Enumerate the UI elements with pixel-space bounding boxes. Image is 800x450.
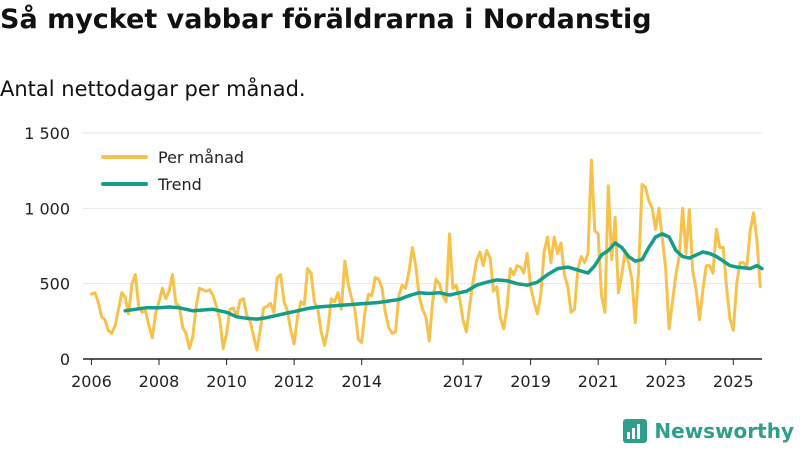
y-tick-label: 500 xyxy=(39,275,70,294)
brand-logo: Newsworthy xyxy=(622,418,794,444)
legend: Per månad Trend xyxy=(101,148,244,194)
series-line-trend xyxy=(123,232,764,321)
brand-name: Newsworthy xyxy=(654,419,794,443)
chart-title: Så mycket vabbar föräldrarna i Nordansti… xyxy=(0,4,652,35)
x-tick-label: 2010 xyxy=(206,372,247,391)
series-line-per-manad xyxy=(89,158,762,352)
y-tick-label: 1 500 xyxy=(24,124,70,143)
axes: 0 500 1 000 1 500 2006 2008 2010 2012 2014 2017 20… xyxy=(24,124,762,391)
x-tick-label: 2021 xyxy=(578,372,619,391)
x-tick-label: 2019 xyxy=(510,372,551,391)
x-tick-label: 2017 xyxy=(443,372,484,391)
chart-subtitle: Antal nettodagar per månad. xyxy=(0,77,306,101)
y-tick-label: 0 xyxy=(60,350,70,369)
newsworthy-logo-icon xyxy=(623,419,648,443)
x-tick-label: 2025 xyxy=(713,372,754,391)
x-tick-label: 2006 xyxy=(71,372,112,391)
x-tick-label: 2008 xyxy=(139,372,180,391)
series-lines xyxy=(89,158,764,352)
legend-label: Trend xyxy=(157,175,202,194)
x-tick-label: 2023 xyxy=(645,372,686,391)
y-tick-label: 1 000 xyxy=(24,199,70,218)
legend-label: Per månad xyxy=(158,148,244,167)
x-tick-label: 2012 xyxy=(274,372,315,391)
x-tick-label: 2014 xyxy=(341,372,382,391)
gridlines xyxy=(83,132,762,285)
